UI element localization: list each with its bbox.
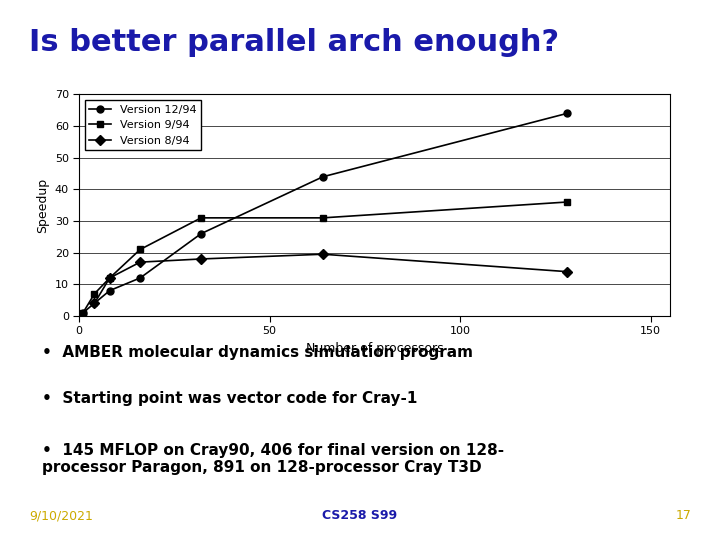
Version 9/94 (319, 214, 328, 221)
Version 12/94 (136, 275, 145, 281)
Text: 9/10/2021: 9/10/2021 (29, 509, 93, 522)
Text: Is better parallel arch enough?: Is better parallel arch enough? (29, 28, 559, 57)
Version 9/94 (90, 291, 99, 297)
Version 12/94 (562, 110, 571, 117)
Version 9/94 (105, 275, 114, 281)
Version 9/94 (78, 309, 87, 316)
Version 8/94 (136, 259, 145, 265)
Version 12/94 (90, 300, 99, 307)
Text: •  145 MFLOP on Cray90, 406 for final version on 128-
processor Paragon, 891 on : • 145 MFLOP on Cray90, 406 for final ver… (42, 443, 504, 475)
Text: •  Starting point was vector code for Cray-1: • Starting point was vector code for Cra… (42, 391, 418, 406)
X-axis label: Number of processors: Number of processors (305, 342, 444, 355)
Text: •  AMBER molecular dynamics simulation program: • AMBER molecular dynamics simulation pr… (42, 345, 473, 360)
Version 12/94 (197, 231, 205, 237)
Text: 17: 17 (675, 509, 691, 522)
Version 12/94 (319, 173, 328, 180)
Version 9/94 (197, 214, 205, 221)
Version 8/94 (562, 268, 571, 275)
Y-axis label: Speedup: Speedup (36, 178, 49, 233)
Version 8/94 (90, 300, 99, 307)
Legend: Version 12/94, Version 9/94, Version 8/94: Version 12/94, Version 9/94, Version 8/9… (85, 100, 202, 150)
Version 12/94 (78, 309, 87, 316)
Text: CS258 S99: CS258 S99 (323, 509, 397, 522)
Version 9/94 (136, 246, 145, 253)
Line: Version 9/94: Version 9/94 (79, 199, 570, 316)
Version 9/94 (562, 199, 571, 205)
Line: Version 8/94: Version 8/94 (91, 251, 570, 307)
Version 8/94 (105, 275, 114, 281)
Line: Version 12/94: Version 12/94 (79, 110, 570, 316)
Version 8/94 (319, 251, 328, 258)
Version 12/94 (105, 287, 114, 294)
Version 8/94 (197, 256, 205, 262)
